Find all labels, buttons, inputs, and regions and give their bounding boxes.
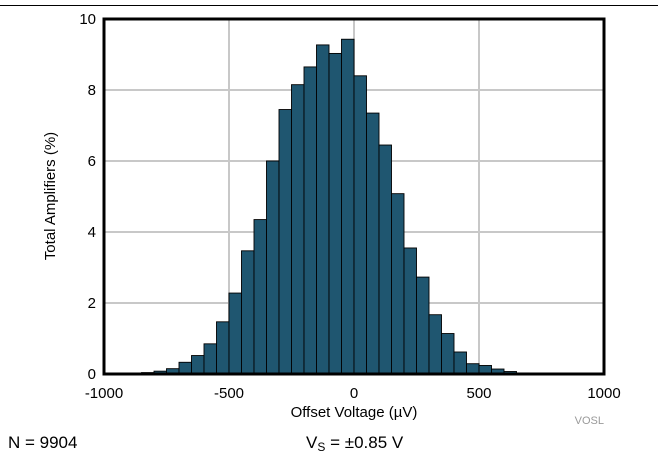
y-tick-label: 2 [88,295,96,312]
histogram-bar [466,363,480,375]
histogram-bar [303,66,317,375]
watermark-label: VOSL [575,415,604,427]
y-tick-label: 8 [88,82,96,99]
histogram-bar [241,250,255,375]
histogram-bar [378,144,392,375]
histogram-bar [366,112,380,375]
x-tick-label: 500 [466,385,491,402]
histogram-bar [216,321,230,375]
histogram-bar [453,351,467,375]
y-tick-label: 6 [88,153,96,170]
y-tick-label: 4 [88,224,96,241]
histogram-bar [203,343,217,375]
supply-voltage-prefix: V [306,433,318,452]
y-tick-label: 10 [79,11,96,28]
supply-voltage-subscript: S [317,440,326,454]
histogram-bar [291,84,305,375]
histogram-bar [441,333,455,375]
histogram-bar [403,247,417,375]
histogram-bar [278,109,292,375]
histogram-bar [416,276,430,375]
histogram-bar [191,355,205,375]
x-tick-label: -1000 [85,385,123,402]
x-axis-label: Offset Voltage (µV) [291,404,418,421]
plot-frame [102,17,606,376]
y-tick-labels: 0 2 4 6 8 10 [79,11,96,383]
x-tick-labels: -1000 -500 0 500 1000 [85,385,621,402]
histogram-bar [316,44,330,375]
histogram-bar [266,160,280,375]
x-tick-label: 0 [350,385,358,402]
histogram-bar [228,292,242,375]
y-tick-label: 0 [88,366,96,383]
histogram-bar [328,52,342,375]
histogram-bar [341,38,355,375]
histogram-chart: -1000 -500 0 500 1000 0 2 4 6 8 10 Offset Voltage… [42,11,621,427]
histogram-bar [353,75,367,375]
histogram-bar [391,193,405,375]
x-tick-label: 1000 [587,385,620,402]
histogram-bar [178,361,192,375]
sample-count-label: N = 9904 [8,433,78,452]
supply-voltage-label: VS = ±0.85 V [306,433,403,454]
supply-voltage-value: = ±0.85 V [325,433,404,452]
histogram-bar [253,219,267,375]
x-tick-label: -500 [214,385,244,402]
histogram-bar [428,314,442,375]
top-rule [0,5,658,6]
y-axis-label: Total Amplifiers (%) [42,132,59,260]
